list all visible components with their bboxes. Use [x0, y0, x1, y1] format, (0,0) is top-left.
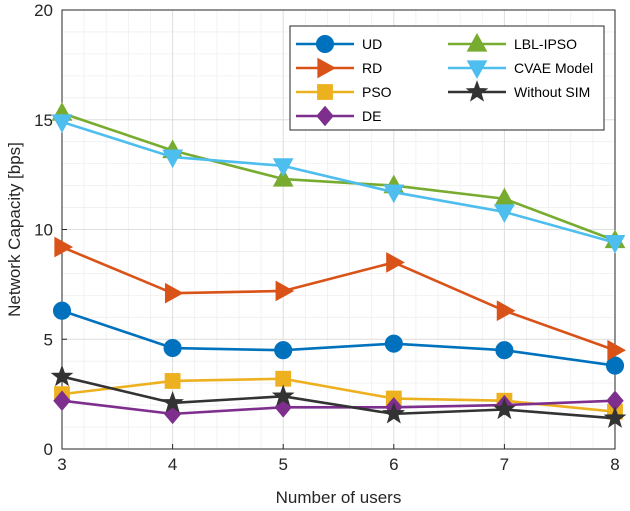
x-tick-label: 8	[610, 455, 619, 474]
series-line-cvae-model	[61, 120, 616, 244]
y-tick-label: 0	[44, 440, 53, 459]
legend-marker	[466, 32, 488, 52]
legend-item-ud: UD	[296, 34, 382, 54]
data-point-without-sim	[382, 401, 406, 424]
legend-label: PSO	[362, 84, 392, 100]
x-axis-label: Number of users	[276, 488, 402, 507]
y-axis-label: Network Capacity [bps]	[5, 142, 24, 317]
data-point-without-sim	[161, 390, 184, 413]
data-point-without-sim	[271, 384, 295, 406]
data-point-de	[53, 390, 71, 411]
data-point-rd	[607, 339, 627, 361]
legend-label: DE	[362, 108, 381, 124]
data-point-rd	[54, 236, 74, 258]
series-ud	[52, 301, 625, 375]
series-cvae-model	[51, 114, 626, 254]
data-point-pso	[164, 373, 181, 389]
series-line-pso	[61, 377, 616, 413]
x-tick-label: 6	[389, 455, 398, 474]
y-tick-label: 10	[34, 221, 53, 240]
data-point-ud	[163, 338, 182, 358]
series-without-sim	[50, 364, 627, 428]
legend-item-de: DE	[296, 105, 381, 127]
data-point-ud	[384, 334, 403, 353]
legend-item-lbl-ipso: LBL-IPSO	[448, 32, 577, 52]
legend-item-pso: PSO	[296, 84, 392, 100]
data-point-rd	[386, 252, 405, 273]
data-point-cvae-model	[494, 204, 515, 223]
x-tick-label: 4	[168, 455, 177, 474]
axis-ticks: 3 4 5 6 7 8 0 5 10 15 20	[34, 1, 620, 474]
legend-marker	[316, 105, 334, 127]
data-point-ud	[495, 341, 514, 360]
data-point-cvae-model	[162, 149, 183, 169]
data-point-ud	[274, 341, 293, 360]
x-tick-label: 3	[57, 455, 66, 474]
data-point-lbl-ipso	[272, 168, 294, 187]
data-point-rd	[496, 300, 516, 322]
x-tick-label: 7	[500, 455, 509, 474]
data-point-without-sim	[50, 364, 74, 387]
data-point-ud	[52, 301, 72, 320]
data-point-without-sim	[493, 397, 516, 420]
data-point-cvae-model	[383, 184, 405, 204]
y-tick-label: 15	[34, 111, 53, 130]
y-tick-label: 5	[44, 330, 53, 349]
legend-marker	[466, 60, 488, 80]
legend-label: LBL-IPSO	[514, 36, 577, 52]
series-rd	[54, 236, 627, 361]
legend-marker	[317, 57, 337, 79]
legend-marker	[465, 80, 489, 102]
legend-item-cvae-model: CVAE Model	[448, 60, 593, 80]
x-tick-label: 5	[278, 455, 287, 474]
data-point-cvae-model	[51, 114, 73, 133]
series-lines	[50, 102, 627, 428]
legend-label: CVAE Model	[514, 60, 593, 76]
data-point-cvae-model	[272, 158, 294, 177]
legend-marker	[317, 84, 333, 100]
legend: UD RD PSO DE LBL-IPSO CVAE Model Without SIM	[289, 25, 605, 131]
legend-item-rd: RD	[296, 57, 382, 79]
data-point-without-sim	[603, 406, 627, 428]
legend-label: UD	[362, 36, 382, 52]
data-point-rd	[164, 282, 184, 304]
data-point-rd	[275, 280, 295, 302]
legend-label: RD	[362, 60, 382, 76]
series-line-de	[61, 399, 616, 416]
series-line-lbl-ipso	[61, 111, 616, 242]
legend-item-without-sim: Without SIM	[448, 80, 590, 102]
y-tick-label: 20	[34, 1, 53, 20]
data-point-ud	[605, 356, 625, 375]
data-point-cvae-model	[604, 235, 626, 254]
legend-marker	[315, 34, 335, 54]
series-line-without-sim	[61, 375, 616, 420]
series-line-rd	[61, 245, 616, 352]
legend-label: Without SIM	[514, 84, 590, 100]
series-line-ud	[61, 309, 616, 367]
data-point-pso	[275, 370, 292, 387]
